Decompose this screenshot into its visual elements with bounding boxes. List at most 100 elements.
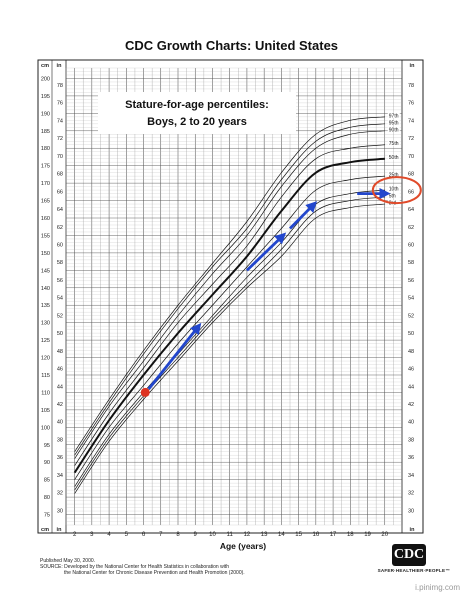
in-tick-label-right: 48 (408, 349, 414, 355)
x-tick-label: 3 (90, 532, 94, 538)
x-tick-label: 7 (159, 532, 163, 538)
in-tick-label-right: 42 (408, 402, 414, 408)
percentile-label-bg (387, 119, 400, 125)
cm-tick-label: 90 (44, 460, 50, 466)
cm-tick-label: 110 (41, 390, 50, 396)
in-tick-label-right: 34 (408, 473, 414, 479)
cm-tick-label: 200 (41, 76, 50, 82)
x-tick-label: 9 (194, 532, 198, 538)
percentile-label-bg (387, 172, 400, 178)
x-tick-label: 10 (209, 532, 216, 538)
in-tick-label-right: 40 (408, 420, 414, 426)
in-unit-label-right: in (410, 63, 416, 69)
percentile-label-bg (387, 112, 400, 118)
subtitle-line-2: Boys, 2 to 20 years (147, 116, 247, 128)
chart-title: CDC Growth Charts: United States (124, 38, 339, 53)
highlight-circle (371, 176, 422, 205)
in-tick-label-right: 54 (408, 296, 414, 302)
chart-frame (37, 59, 424, 534)
in-tick-label-right: 62 (408, 225, 414, 231)
in-tick-label-left: 34 (57, 473, 63, 479)
cm-tick-label: 170 (41, 181, 50, 187)
x-tick-label: 18 (347, 532, 354, 538)
cm-tick-label: 120 (41, 356, 50, 362)
cm-unit-label-bottom: cm (41, 527, 49, 533)
in-tick-label-right: 30 (408, 508, 414, 514)
cdc-logo: CDC (392, 544, 426, 566)
cm-tick-label: 160 (41, 216, 50, 222)
percentile-label-97th: 97th (389, 113, 399, 119)
cm-tick-label: 150 (41, 251, 50, 257)
in-tick-label-left: 74 (57, 118, 63, 124)
growth-arrow (147, 322, 202, 390)
in-tick-label-left: 60 (57, 243, 63, 249)
cdc-tagline: SAFER·HEALTHIER·PEOPLE™ (377, 568, 450, 573)
x-tick-label: 20 (381, 532, 388, 538)
in-tick-label-left: 44 (57, 384, 63, 390)
footer-source: SOURCE: Developed by the National Center… (40, 564, 229, 571)
in-tick-label-left: 62 (57, 225, 63, 231)
in-tick-label-right: 56 (408, 278, 414, 284)
cm-tick-label: 185 (41, 129, 50, 135)
in-tick-label-left: 70 (57, 154, 63, 160)
in-tick-label-left: 50 (57, 331, 63, 337)
cm-tick-label: 115 (41, 373, 50, 379)
measurement-point (140, 387, 150, 397)
percentile-curve-3rd (74, 203, 385, 494)
percentile-label-10th: 10th (389, 187, 399, 193)
in-tick-label-left: 56 (57, 278, 63, 284)
percentile-curve-50th (73, 157, 385, 474)
in-tick-label-left: 30 (57, 508, 63, 514)
percentile-label-50th: 50th (389, 155, 399, 161)
in-tick-label-left: 66 (57, 189, 63, 195)
cm-tick-label: 195 (41, 94, 50, 100)
cm-tick-label: 135 (41, 303, 50, 309)
percentile-curve-90th (74, 130, 385, 459)
cm-tick-label: 175 (41, 164, 50, 170)
in-tick-label-right: 58 (408, 260, 414, 266)
x-tick-label: 6 (142, 532, 146, 538)
in-tick-label-right: 36 (408, 455, 414, 461)
in-tick-label-right: 46 (408, 367, 414, 373)
cm-tick-label: 95 (44, 443, 50, 449)
percentile-curve-97th (74, 116, 385, 452)
percentile-label-bg (387, 186, 400, 192)
in-unit-label-left: in (57, 63, 63, 69)
cm-tick-label: 140 (41, 286, 50, 292)
growth-arrow (245, 232, 287, 272)
footer-notes: Published May 30, 2000. SOURCE: Develope… (40, 558, 340, 577)
in-tick-label-left: 40 (57, 420, 63, 426)
cm-tick-label: 100 (41, 425, 50, 431)
footer-published: Published May 30, 2000. (40, 558, 96, 564)
in-tick-label-right: 68 (408, 172, 414, 178)
subtitle-line-1: Stature-for-age percentiles: (125, 99, 269, 111)
in-tick-label-right: 74 (408, 118, 414, 124)
x-tick-label: 2 (73, 532, 77, 538)
in-tick-label-left: 78 (57, 83, 63, 89)
x-tick-label: 19 (364, 532, 371, 538)
x-tick-label: 8 (176, 532, 180, 538)
x-tick-label: 5 (125, 532, 129, 538)
percentile-curve-75th (74, 144, 385, 466)
cm-tick-label: 180 (41, 146, 50, 152)
percentile-curve-5th (74, 196, 385, 491)
in-tick-label-left: 36 (57, 455, 63, 461)
cm-tick-label: 75 (44, 513, 50, 519)
in-tick-label-right: 76 (408, 101, 414, 107)
cm-tick-label: 155 (41, 233, 50, 239)
in-tick-label-left: 58 (57, 260, 63, 266)
in-tick-label-right: 72 (408, 136, 414, 142)
in-tick-label-left: 52 (57, 313, 63, 319)
x-tick-label: 11 (227, 532, 234, 538)
in-tick-label-right: 50 (408, 331, 414, 337)
cm-tick-label: 165 (41, 199, 50, 205)
percentile-label-25th: 25th (389, 173, 399, 179)
in-tick-label-left: 38 (57, 437, 63, 443)
cm-tick-label: 80 (44, 495, 50, 501)
percentile-label-75th: 75th (389, 141, 399, 147)
cm-tick-label: 190 (41, 111, 50, 117)
cm-tick-label: 145 (41, 268, 50, 274)
cm-tick-label: 105 (41, 408, 50, 414)
in-tick-label-left: 48 (57, 349, 63, 355)
